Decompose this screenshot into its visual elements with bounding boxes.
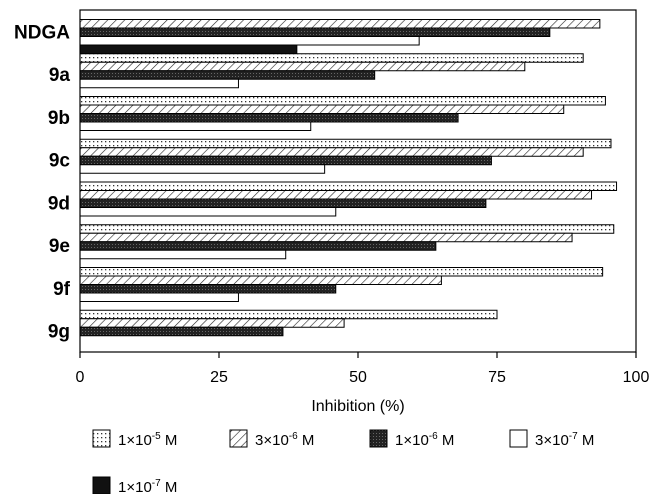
legend-label: 1×10-6 M xyxy=(395,431,454,449)
legend-swatch xyxy=(369,429,388,448)
x-axis-title: Inhibition (%) xyxy=(311,398,404,415)
bar-9c-series-1 xyxy=(79,138,612,149)
bar-9c-series-2 xyxy=(79,147,584,157)
bar-9a-series-1 xyxy=(79,53,584,63)
bar-9g-series-1 xyxy=(79,309,498,320)
bar-9a-series-3 xyxy=(79,70,376,80)
x-tick-label: 25 xyxy=(210,369,228,386)
legend-swatch xyxy=(509,429,528,448)
legend-label: 1×10-5 M xyxy=(118,431,177,449)
bar-9c-series-4 xyxy=(79,164,326,174)
bar-9e-series-3 xyxy=(79,241,437,251)
bar-9d-series-4 xyxy=(79,207,337,217)
legend-swatch xyxy=(92,429,111,448)
bar-NDGA-series-2 xyxy=(79,19,601,29)
x-tick-label: 100 xyxy=(623,369,650,386)
category-label: 9g xyxy=(48,322,70,343)
bar-NDGA-series-3 xyxy=(79,27,551,37)
bar-9f-series-1 xyxy=(79,267,604,277)
bar-9d-series-2 xyxy=(79,190,593,200)
category-label: 9c xyxy=(49,151,71,172)
bar-9d-series-3 xyxy=(79,198,487,208)
bar-9g-series-2 xyxy=(79,318,345,328)
bar-9e-series-2 xyxy=(79,232,573,243)
legend: 1×10-5 M 3×10-6 M 1×10-6 M 3×10-7 M 1×10-7 M xyxy=(92,429,594,494)
bar-9f-series-2 xyxy=(79,275,442,285)
bar-9c-series-3 xyxy=(79,155,492,166)
x-tick-label: 50 xyxy=(349,369,367,386)
legend-label: 3×10-7 M xyxy=(535,431,594,449)
category-label: 9e xyxy=(49,236,70,257)
category-label: 9d xyxy=(48,193,70,214)
bar-NDGA-series-4 xyxy=(79,36,420,46)
bar-9e-series-4 xyxy=(79,249,287,260)
legend-label: 1×10-7 M xyxy=(118,478,177,494)
bar-9f-series-3 xyxy=(79,284,337,294)
bar-9b-series-3 xyxy=(79,113,459,123)
x-tick-label: 0 xyxy=(76,369,85,386)
bar-9f-series-4 xyxy=(79,292,239,302)
legend-swatch xyxy=(229,429,248,448)
category-label: 9f xyxy=(53,279,71,300)
bar-9b-series-4 xyxy=(79,121,312,131)
legend-label: 3×10-6 M xyxy=(255,431,314,449)
category-label: 9a xyxy=(49,65,71,86)
bar-9a-series-2 xyxy=(79,61,526,72)
bar-9b-series-1 xyxy=(79,96,606,106)
category-label: NDGA xyxy=(14,22,70,43)
legend-swatch xyxy=(92,476,111,494)
category-label: 9b xyxy=(48,108,70,129)
bar-9g-series-3 xyxy=(79,326,284,337)
bar-NDGA-series-5 xyxy=(79,44,298,54)
bar-9d-series-1 xyxy=(79,181,618,191)
bar-9b-series-2 xyxy=(79,104,565,114)
bar-9a-series-4 xyxy=(79,78,239,89)
x-tick-label: 75 xyxy=(488,369,506,386)
bar-9e-series-1 xyxy=(79,224,615,234)
